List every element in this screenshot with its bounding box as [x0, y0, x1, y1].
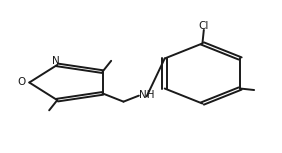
- Text: O: O: [17, 77, 26, 87]
- Text: N: N: [52, 56, 60, 66]
- Text: NH: NH: [139, 90, 155, 100]
- Text: Cl: Cl: [199, 21, 209, 31]
